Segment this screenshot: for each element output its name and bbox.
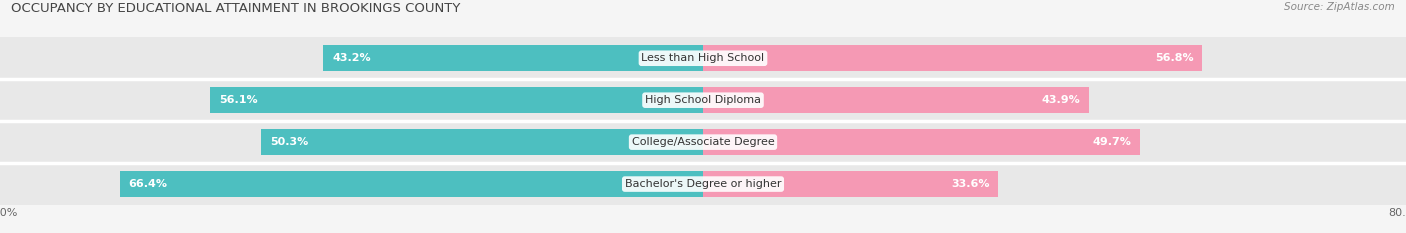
- Text: 56.1%: 56.1%: [219, 95, 257, 105]
- Bar: [703, 45, 1202, 71]
- Text: 43.2%: 43.2%: [332, 53, 371, 63]
- Text: Source: ZipAtlas.com: Source: ZipAtlas.com: [1284, 2, 1395, 12]
- Text: College/Associate Degree: College/Associate Degree: [631, 137, 775, 147]
- Text: High School Diploma: High School Diploma: [645, 95, 761, 105]
- Text: 49.7%: 49.7%: [1092, 137, 1130, 147]
- Bar: [703, 87, 1088, 113]
- Bar: [703, 171, 998, 197]
- Bar: [703, 129, 1140, 155]
- Bar: [262, 129, 703, 155]
- Text: 50.3%: 50.3%: [270, 137, 308, 147]
- Text: 56.8%: 56.8%: [1154, 53, 1194, 63]
- Bar: [120, 171, 703, 197]
- Text: OCCUPANCY BY EDUCATIONAL ATTAINMENT IN BROOKINGS COUNTY: OCCUPANCY BY EDUCATIONAL ATTAINMENT IN B…: [11, 2, 461, 15]
- Bar: [0, 79, 1406, 121]
- Bar: [0, 163, 1406, 205]
- Text: Less than High School: Less than High School: [641, 53, 765, 63]
- Bar: [0, 121, 1406, 163]
- Bar: [209, 87, 703, 113]
- Text: 33.6%: 33.6%: [950, 179, 990, 189]
- Text: 66.4%: 66.4%: [128, 179, 167, 189]
- Text: 43.9%: 43.9%: [1042, 95, 1080, 105]
- Text: Bachelor's Degree or higher: Bachelor's Degree or higher: [624, 179, 782, 189]
- Bar: [0, 37, 1406, 79]
- Bar: [323, 45, 703, 71]
